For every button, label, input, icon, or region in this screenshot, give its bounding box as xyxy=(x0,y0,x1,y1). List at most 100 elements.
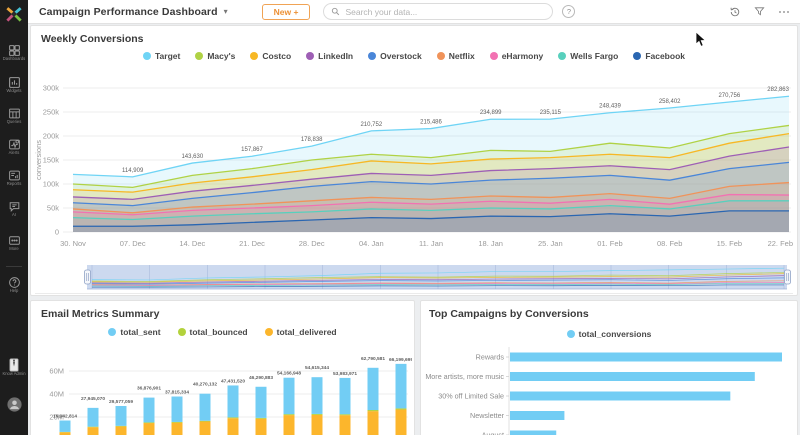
search-bar[interactable] xyxy=(323,3,554,20)
navigator-track[interactable] xyxy=(35,293,793,294)
legend-label: total_delivered xyxy=(276,327,337,337)
bar-delivered xyxy=(255,418,267,435)
data-label: 234,899 xyxy=(480,110,502,116)
legend-item-eharmony[interactable]: eHarmony xyxy=(489,51,543,61)
sidebar-item-alerts[interactable]: Alerts xyxy=(0,138,28,159)
x-axis-tick: 25. Jan xyxy=(538,239,563,248)
data-label: 53,983,971 xyxy=(333,371,357,377)
x-axis-tick: 18. Jan xyxy=(478,239,503,248)
chevron-down-icon[interactable]: ▾ xyxy=(223,7,228,16)
data-label: 27,945,070 xyxy=(81,396,105,402)
legend-item-total-sent[interactable]: total_sent xyxy=(108,327,161,337)
sidebar-item-dashboards[interactable]: Dashboards xyxy=(0,44,28,65)
y-axis-tick: 20M xyxy=(49,413,64,422)
navigator-series-Facebook xyxy=(92,284,784,288)
y-axis-tick: 50k xyxy=(47,204,59,213)
sidebar-item-admin[interactable]: Know Admin xyxy=(0,358,28,380)
y-axis-tick: 60M xyxy=(49,367,64,376)
bar-sent xyxy=(171,396,183,422)
legend-item-wells-fargo[interactable]: Wells Fargo xyxy=(558,51,618,61)
series-line-Costco xyxy=(72,132,790,193)
more-options-icon[interactable] xyxy=(778,10,790,14)
sidebar-item-queries[interactable]: Queries xyxy=(0,107,28,128)
app-logo[interactable] xyxy=(0,4,28,24)
bar-bounced xyxy=(143,422,155,424)
bar-sent xyxy=(115,405,127,426)
search-help-icon[interactable]: ? xyxy=(562,5,576,18)
email-metrics-chart[interactable]: 20M 40M 60M 16,942,814 27,945,070 29,577,059 3… xyxy=(33,343,412,435)
bar-bounced xyxy=(255,417,267,419)
sidebar-item-more[interactable]: More xyxy=(0,234,28,255)
series-area-Facebook xyxy=(73,210,789,232)
bar-sent xyxy=(255,386,267,418)
dashboards-grid-icon xyxy=(8,45,20,56)
navigator-handle-right[interactable] xyxy=(784,269,791,285)
series-line-eHarmony xyxy=(72,193,790,216)
filter-icon[interactable] xyxy=(754,6,765,17)
widgets-chart-icon xyxy=(8,77,20,88)
legend-dot-icon xyxy=(264,328,273,336)
data-label: 29,577,059 xyxy=(109,399,133,405)
navigator-series-Overstock xyxy=(91,277,785,285)
legend-item-target[interactable]: Target xyxy=(142,51,180,61)
weekly-conversions-chart[interactable]: 0 50k 100k 150k 200k 250k 300k conversions 30. N… xyxy=(33,82,795,258)
legend-item-overstock[interactable]: Overstock xyxy=(368,51,422,61)
series-line-Netflix xyxy=(72,181,790,214)
data-label: 258,402 xyxy=(659,99,681,105)
user-avatar[interactable] xyxy=(0,396,28,413)
legend-label: Wells Fargo xyxy=(570,51,619,61)
widget-title: Top Campaigns by Conversions xyxy=(429,308,589,320)
legend-dot-icon xyxy=(142,52,151,60)
bar-delivered xyxy=(143,423,155,435)
legend-item-macy-s[interactable]: Macy's xyxy=(195,51,235,61)
data-label: 62,790,581 xyxy=(361,356,385,362)
legend-dot-icon xyxy=(368,52,377,60)
weekly-legend: Target Macy's Costco LinkedIn Overstock Netfl… xyxy=(31,51,797,61)
sidebar-item-help[interactable]: Help xyxy=(0,276,28,297)
bar-delivered xyxy=(283,415,295,435)
legend-item-netflix[interactable]: Netflix xyxy=(436,51,475,61)
weekly-conversions-widget: Weekly Conversions Target Macy's Costco Lin… xyxy=(30,25,798,296)
sisense-logo-icon xyxy=(6,7,22,22)
legend-dot-icon xyxy=(566,330,575,338)
search-input[interactable] xyxy=(343,5,553,18)
dashboard-title[interactable]: Campaign Performance Dashboard xyxy=(39,5,218,18)
top-campaigns-chart[interactable]: Rewards More artists, more music 30% off L… xyxy=(421,345,799,435)
data-label: 46,290,883 xyxy=(249,375,273,381)
y-axis-tick: 300k xyxy=(43,84,60,93)
conversion-bar xyxy=(510,352,782,362)
legend-item-total-delivered[interactable]: total_delivered xyxy=(264,327,337,337)
sidebar-item-widgets[interactable]: Widgets xyxy=(0,76,28,97)
legend-item-facebook[interactable]: Facebook xyxy=(633,51,685,61)
bar-delivered xyxy=(59,432,71,435)
legend-item-linkedin[interactable]: LinkedIn xyxy=(306,51,353,61)
conversion-bar xyxy=(510,391,731,401)
x-axis-tick: 30. Nov xyxy=(60,239,86,248)
x-axis-tick: 07. Dec xyxy=(120,239,146,248)
data-label: 36,876,901 xyxy=(137,386,161,392)
chart-navigator[interactable] xyxy=(84,262,794,292)
legend-item-costco[interactable]: Costco xyxy=(250,51,291,61)
navigator-handle-left[interactable] xyxy=(84,269,91,285)
data-label: 47,431,520 xyxy=(221,378,245,384)
email-metrics-widget: Email Metrics Summary total_sent total_bo… xyxy=(30,300,415,435)
x-axis-tick: 04. Jan xyxy=(359,239,384,248)
bar-sent xyxy=(395,363,407,409)
navigator-series-Netflix xyxy=(91,280,785,286)
history-refresh-icon[interactable] xyxy=(729,6,741,18)
bar-bounced xyxy=(115,425,127,427)
legend-item-total-bounced[interactable]: total_bounced xyxy=(177,327,248,337)
sidebar-item-ai[interactable]: AI xyxy=(0,200,28,221)
series-area-LinkedIn xyxy=(73,147,789,232)
bar-bounced xyxy=(283,414,295,416)
bar-delivered xyxy=(227,418,239,435)
conversion-bar xyxy=(510,372,755,381)
new-button[interactable]: New + xyxy=(261,3,311,20)
avatar-icon xyxy=(6,397,22,412)
reports-icon xyxy=(8,170,20,181)
bar-bounced xyxy=(395,408,407,410)
bar-sent xyxy=(339,377,351,415)
sidebar-item-reports[interactable]: Reports xyxy=(0,169,28,190)
legend-item-total-conversions[interactable]: total_conversions xyxy=(566,329,651,339)
ai-chat-icon xyxy=(9,202,19,213)
